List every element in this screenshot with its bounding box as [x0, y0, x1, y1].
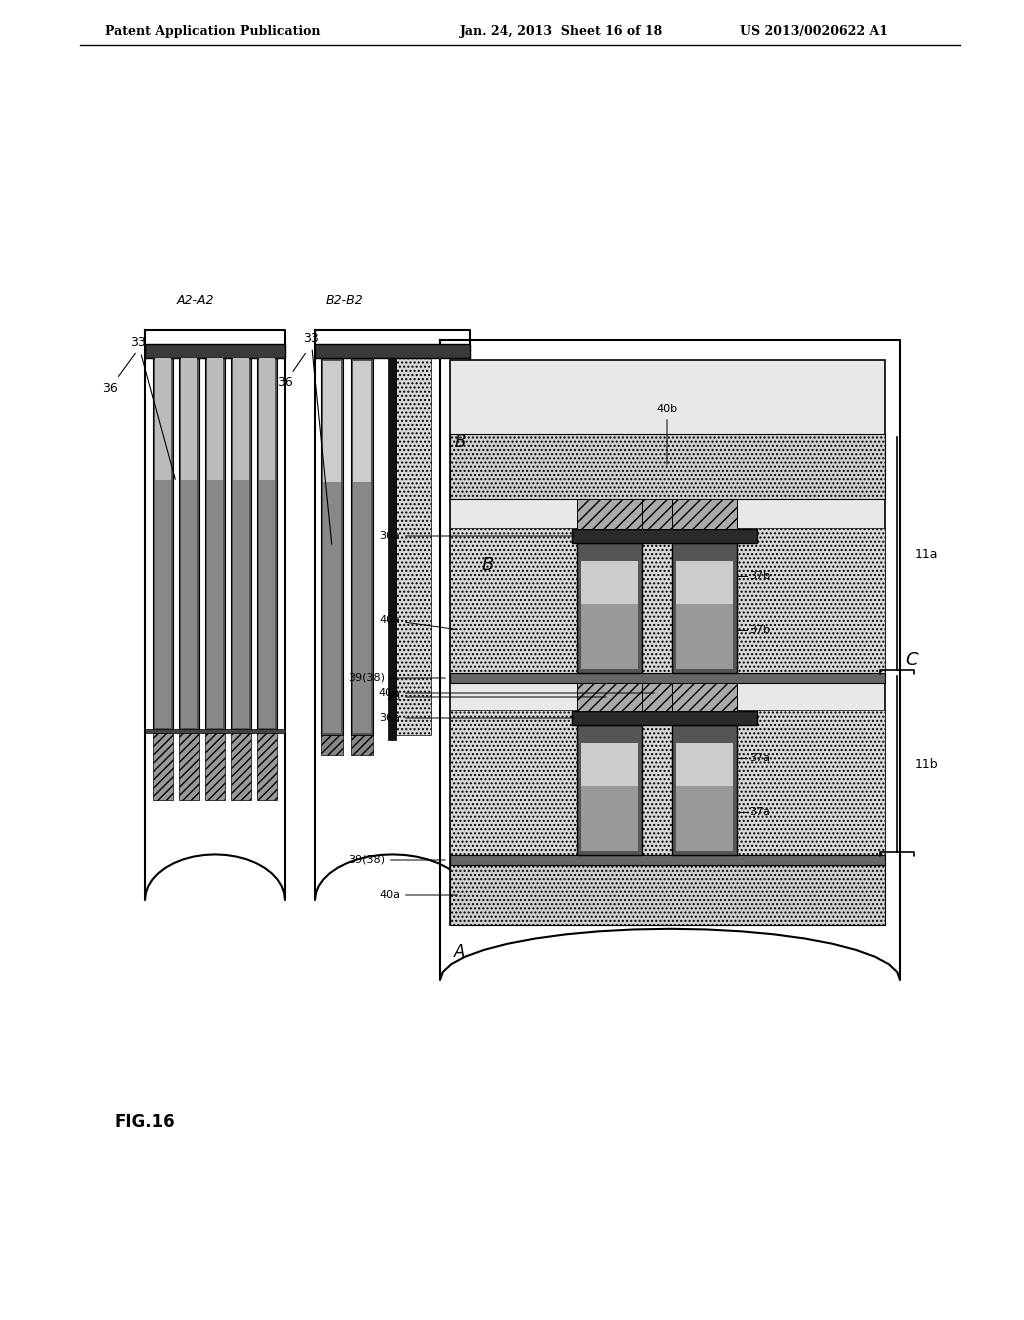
Bar: [179, 358, 199, 730]
Bar: [145, 345, 285, 358]
Bar: [323, 482, 341, 733]
Bar: [351, 358, 373, 735]
Bar: [676, 605, 733, 669]
Bar: [581, 785, 638, 851]
Text: 40a: 40a: [379, 890, 458, 900]
Bar: [450, 434, 885, 499]
Bar: [321, 735, 343, 755]
Bar: [581, 743, 638, 785]
Text: 33: 33: [303, 331, 332, 544]
Text: FIG.16: FIG.16: [115, 1113, 176, 1131]
Polygon shape: [440, 341, 900, 979]
Bar: [205, 733, 225, 800]
Bar: [207, 480, 223, 729]
Bar: [450, 528, 577, 673]
Bar: [642, 528, 672, 673]
Text: 39(38): 39(38): [348, 673, 445, 682]
Bar: [351, 735, 373, 755]
Bar: [181, 480, 197, 729]
Bar: [676, 785, 733, 851]
Bar: [181, 358, 197, 480]
Text: B: B: [455, 433, 466, 451]
Text: 28: 28: [386, 692, 606, 702]
Bar: [153, 733, 173, 800]
Bar: [259, 358, 275, 480]
Bar: [672, 543, 737, 673]
Text: A: A: [455, 942, 466, 961]
Text: B2-B2: B2-B2: [326, 293, 364, 306]
Bar: [396, 348, 431, 735]
Text: 40b: 40b: [379, 688, 654, 698]
Text: 11a: 11a: [915, 548, 939, 561]
Text: C: C: [905, 651, 918, 669]
Text: Patent Application Publication: Patent Application Publication: [105, 25, 321, 38]
Bar: [353, 360, 371, 482]
Bar: [450, 855, 885, 865]
Bar: [642, 682, 672, 711]
Text: US 2013/0020622 A1: US 2013/0020622 A1: [740, 25, 888, 38]
Bar: [672, 499, 737, 529]
Bar: [353, 482, 371, 733]
Bar: [207, 358, 223, 480]
Bar: [231, 733, 251, 800]
Bar: [388, 358, 396, 741]
Bar: [233, 358, 249, 480]
Bar: [231, 358, 251, 730]
Bar: [257, 358, 278, 730]
Bar: [577, 682, 642, 711]
Text: Jan. 24, 2013  Sheet 16 of 18: Jan. 24, 2013 Sheet 16 of 18: [460, 25, 664, 38]
Bar: [577, 725, 642, 855]
Bar: [145, 729, 285, 733]
Text: A2-A2: A2-A2: [176, 293, 214, 306]
Bar: [642, 499, 672, 529]
Bar: [737, 528, 885, 673]
Bar: [572, 711, 757, 725]
Bar: [323, 360, 341, 482]
Bar: [737, 710, 885, 855]
Bar: [155, 358, 171, 480]
Text: 39(38): 39(38): [348, 855, 445, 865]
Text: 40b: 40b: [656, 404, 678, 465]
Text: 36a: 36a: [379, 713, 574, 723]
Bar: [450, 360, 885, 925]
Text: 37b: 37b: [749, 572, 770, 581]
Text: 36: 36: [102, 354, 135, 395]
Bar: [676, 743, 733, 785]
Text: 36: 36: [278, 354, 305, 389]
Text: 37a: 37a: [749, 807, 770, 817]
Bar: [581, 605, 638, 669]
Text: 37a: 37a: [749, 752, 770, 763]
Bar: [577, 499, 642, 529]
Bar: [672, 725, 737, 855]
Bar: [233, 480, 249, 729]
Bar: [257, 733, 278, 800]
Text: 36a: 36a: [379, 531, 574, 541]
Bar: [153, 358, 173, 730]
Bar: [672, 682, 737, 711]
Text: 11b: 11b: [915, 758, 939, 771]
Bar: [642, 710, 672, 855]
Polygon shape: [145, 330, 285, 900]
Bar: [450, 865, 885, 925]
Text: 33: 33: [130, 337, 175, 479]
Bar: [450, 710, 577, 855]
Bar: [676, 561, 733, 605]
Bar: [321, 358, 343, 735]
Bar: [577, 543, 642, 673]
Text: 37b: 37b: [749, 624, 770, 635]
Text: 40a: 40a: [379, 615, 458, 630]
Bar: [259, 480, 275, 729]
Bar: [581, 561, 638, 605]
Bar: [450, 673, 885, 682]
Bar: [179, 733, 199, 800]
Bar: [572, 529, 757, 543]
Polygon shape: [315, 330, 470, 900]
Bar: [205, 358, 225, 730]
Text: B: B: [482, 556, 495, 574]
Bar: [315, 345, 470, 358]
Bar: [155, 480, 171, 729]
